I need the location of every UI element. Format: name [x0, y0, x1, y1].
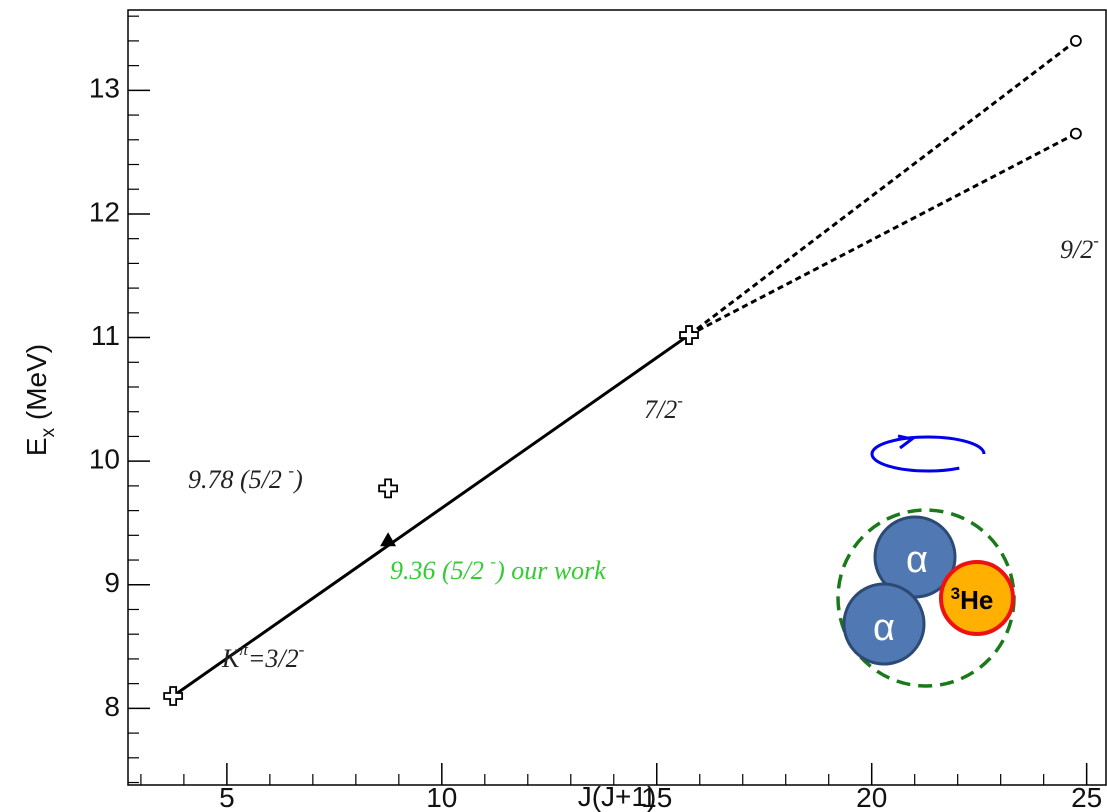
helium-label: 3He: [951, 584, 994, 615]
predicted-marker: [1070, 35, 1082, 47]
annotation-part: ) our work: [494, 556, 606, 585]
y-tick-label: 8: [104, 691, 120, 722]
inset-diagram: α α 3He: [836, 434, 1016, 688]
plot-frame: [127, 9, 1107, 786]
helium-cluster: [939, 560, 1015, 636]
annotation-part: ): [292, 465, 303, 494]
annotation: 9.36 (5/2 -) our work: [390, 552, 606, 585]
extrapolation-line: [688, 39, 1077, 337]
x-tick-label: 20: [856, 782, 887, 812]
y-axis-label: Ex (MeV): [21, 344, 59, 456]
y-tick-label: 13: [89, 73, 120, 104]
y-tick-label: 11: [91, 320, 120, 351]
annotation-part: K: [221, 644, 241, 673]
y-label-part: E: [21, 437, 52, 456]
x-tick-label: 15: [641, 782, 672, 812]
element: He: [960, 585, 993, 615]
arrow-head: [897, 434, 916, 450]
x-tick-label: 25: [1071, 782, 1102, 812]
predicted-marker: [1070, 127, 1082, 140]
alpha-label: α: [906, 539, 928, 581]
annotation-part: -: [490, 552, 496, 571]
annotation-part: -: [1093, 231, 1099, 250]
x-tick-label: 10: [426, 782, 457, 812]
mass-number: 3: [951, 584, 960, 603]
annotation-part: =3/2: [248, 644, 299, 673]
alpha-cluster: [842, 582, 926, 666]
y-label-part: x: [38, 427, 59, 437]
annotation-part: 9/2: [1060, 235, 1093, 264]
level-marker: [163, 686, 184, 706]
annotation: Kπ=3/2-: [221, 640, 305, 673]
annotation-part: 9.36 (5/2: [390, 556, 490, 585]
level-marker: [679, 325, 699, 345]
x-tick-label: 5: [219, 782, 235, 812]
x-axis-label: J(J+1): [578, 781, 657, 812]
annotation-part: -: [288, 461, 294, 480]
extrapolation-line: [688, 132, 1077, 337]
annotation-part: π: [239, 640, 248, 659]
annotation-part: -: [677, 391, 683, 410]
annotation: 9.78 (5/2 -): [188, 461, 303, 494]
alpha-label: α: [873, 607, 895, 649]
annotation-part: 9.78 (5/2: [188, 465, 288, 494]
band-line: [172, 333, 690, 698]
y-tick-label: 9: [104, 567, 120, 598]
annotation-part: -: [299, 640, 305, 659]
rotation-arrow: [870, 435, 986, 473]
level-marker: [378, 478, 398, 499]
annotation: 9/2-: [1060, 231, 1099, 264]
y-label-part: (MeV): [21, 344, 52, 428]
our-work-marker: [380, 532, 397, 547]
annotation-part: 7/2: [644, 395, 677, 424]
y-tick-label: 12: [89, 196, 120, 227]
annotation: 7/2-: [644, 391, 683, 424]
y-tick-label: 10: [89, 444, 120, 475]
